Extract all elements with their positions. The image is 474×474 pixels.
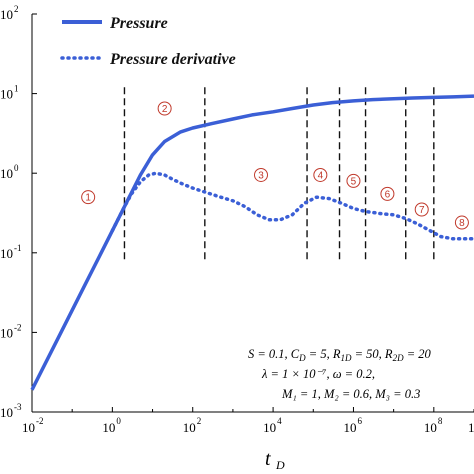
region-marker-label: 4	[318, 170, 324, 181]
x-tick-exponent: 4	[277, 416, 282, 426]
x-tick-label: 10	[424, 420, 437, 435]
y-tick-label: 10	[0, 7, 13, 22]
x-tick-exponent: 8	[438, 416, 443, 426]
region-labels: 1 2 3 4 5 6 7 8	[81, 101, 469, 230]
y-tick-label: 10	[0, 405, 13, 420]
y-tick-exponent: -1	[14, 243, 22, 253]
region-marker-circle	[253, 167, 268, 182]
y-tick-label: 10	[0, 325, 13, 340]
region-marker-circle	[380, 186, 395, 201]
series-pressure-line	[30, 94, 474, 391]
x-tick-label: 10	[22, 420, 35, 435]
x-tick-label: 10	[183, 420, 196, 435]
region-boundaries	[123, 87, 435, 261]
x-tick-label: 10	[102, 420, 115, 435]
y-tick-exponent: 0	[14, 163, 19, 173]
region-marker-label: 5	[351, 176, 357, 187]
series-lines	[30, 94, 474, 391]
annotation-line-3: M₁ = 1, M₂ = 0.6, M₃ = 0.3	[281, 387, 420, 401]
x-tick-exponent: 2	[197, 416, 202, 426]
legend: Pressure Pressure derivative	[60, 15, 236, 68]
annotation-line-2: λ = 1 × 10⁻⁷, ω = 0.2,	[261, 367, 375, 381]
legend-label-pressure: Pressure	[109, 15, 168, 32]
region-marker-circle	[313, 167, 328, 182]
plot-area	[31, 14, 474, 413]
x-axis-label-subscript: D	[275, 458, 285, 472]
y-tick-label: 10	[0, 87, 13, 102]
region-marker-circle	[157, 101, 172, 116]
region-marker-label: 7	[419, 205, 425, 216]
x-tick-label: 10	[263, 420, 276, 435]
y-tick-exponent: -3	[14, 402, 22, 412]
region-marker-circle	[81, 190, 96, 205]
x-tick-exponent: -2	[36, 416, 44, 426]
annotation-line-1: S = 0.1, CD = 5, R1D = 50, R2D = 20	[248, 347, 431, 363]
y-tick-label: 10	[0, 166, 13, 181]
x-tick-label: 10	[343, 420, 356, 435]
region-marker-label: 1	[85, 193, 91, 204]
y-tick-exponent: -2	[14, 322, 22, 332]
x-tick-exponent: 0	[116, 416, 121, 426]
legend-label-derivative: Pressure derivative	[109, 51, 236, 68]
y-tick-label: 10	[0, 246, 13, 261]
region-marker-label: 6	[385, 189, 391, 200]
region-marker-label: 8	[459, 218, 465, 229]
region-marker-label: 3	[258, 170, 264, 181]
region-marker-circle	[346, 173, 361, 188]
y-tick-exponent: 1	[14, 84, 19, 94]
x-axis-label: t	[265, 448, 271, 470]
x-tick-label-edge: 1	[468, 420, 474, 435]
x-tick-exponent: 6	[357, 416, 362, 426]
region-marker-circle	[454, 215, 469, 230]
region-marker-circle	[414, 202, 429, 217]
y-tick-exponent: 2	[14, 4, 19, 14]
region-marker-label: 2	[162, 104, 168, 115]
series-pressure-derivative-line	[110, 171, 474, 241]
parameter-annotation: S = 0.1, CD = 5, R1D = 50, R2D = 20 λ = …	[248, 347, 431, 401]
